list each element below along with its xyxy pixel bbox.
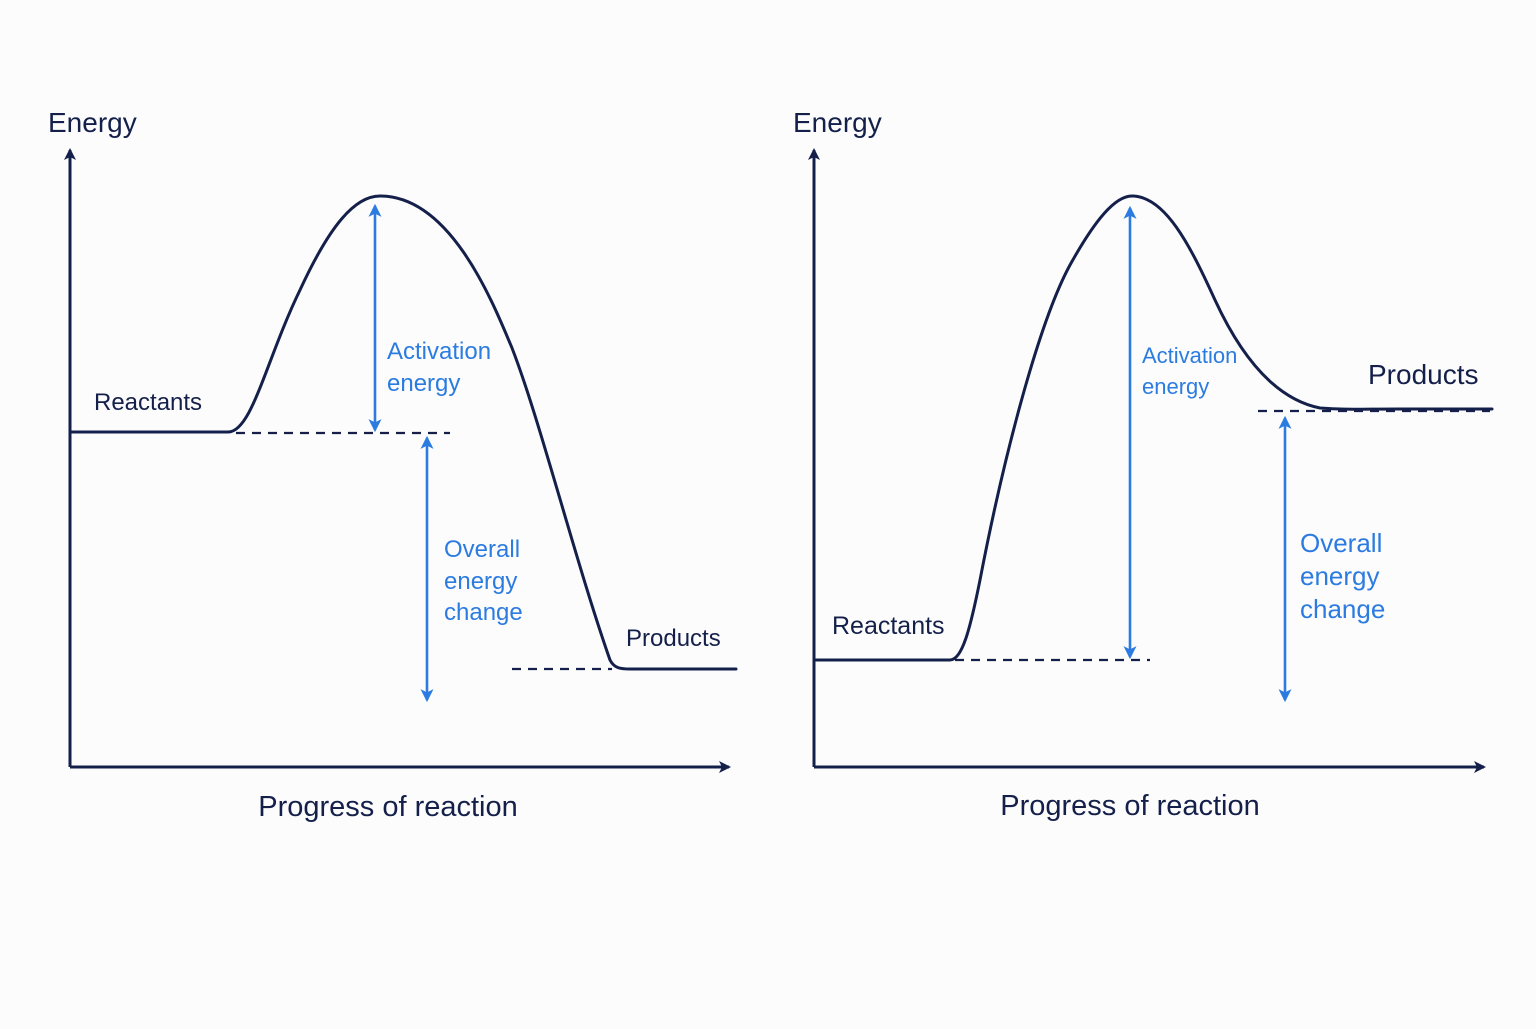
diagram-endothermic: Energy Reactants Products Activation ene… [793, 107, 1494, 822]
diagram-exothermic: Energy Reactants Products Activation ene… [48, 107, 738, 823]
products-label: Products [626, 625, 721, 652]
x-axis-label: Progress of reaction [258, 791, 518, 823]
reactants-label: Reactants [832, 612, 945, 640]
activation-energy-label: Activation energy [1142, 343, 1244, 399]
overall-energy-change-label: Overall energy change [1300, 528, 1390, 624]
energy-curve [68, 194, 738, 671]
x-axis-label: Progress of reaction [1000, 790, 1260, 822]
reactants-label: Reactants [94, 389, 202, 416]
overall-energy-change-label: Overall energy change [444, 536, 527, 626]
energy-curve [812, 194, 1494, 662]
y-axis-label: Energy [793, 107, 882, 138]
y-axis-label: Energy [48, 107, 137, 138]
activation-energy-label: Activation energy [387, 338, 498, 397]
products-label: Products [1368, 359, 1479, 390]
